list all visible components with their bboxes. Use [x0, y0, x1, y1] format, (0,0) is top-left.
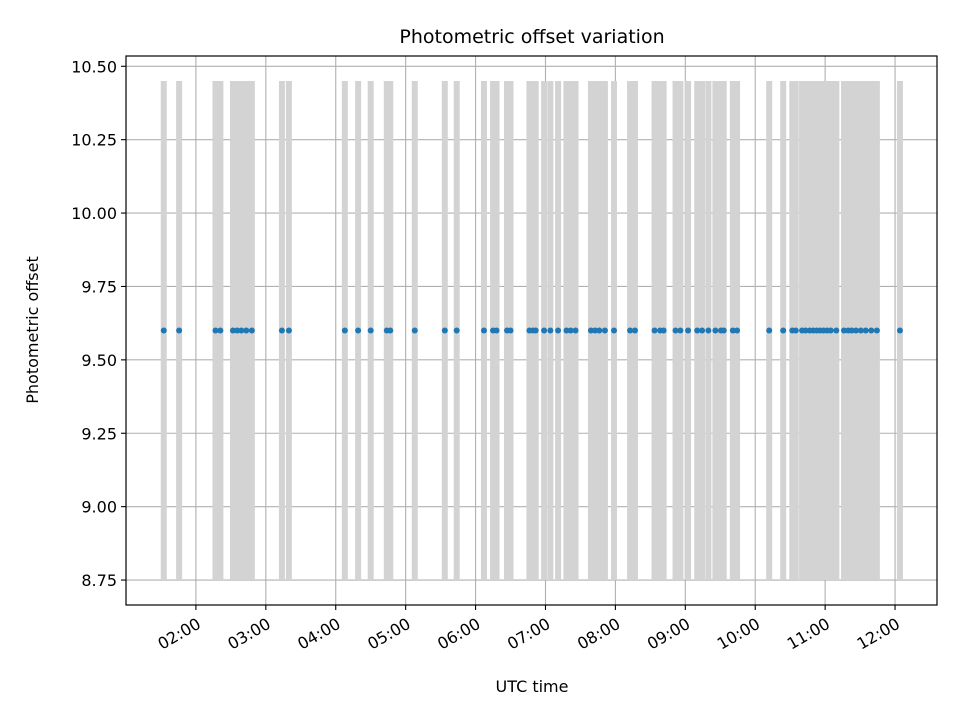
data-point-43	[672, 327, 679, 334]
y-tick-label-7: 10.50	[71, 57, 117, 76]
data-point-15	[387, 327, 394, 334]
data-point-59	[802, 327, 809, 334]
data-point-70	[848, 327, 855, 334]
data-point-29	[555, 327, 562, 334]
data-point-74	[868, 327, 875, 334]
data-point-7	[243, 327, 250, 334]
data-point-52	[729, 327, 736, 334]
data-point-21	[493, 327, 500, 334]
data-point-18	[453, 327, 460, 334]
data-point-68	[841, 327, 848, 334]
data-point-37	[610, 327, 617, 334]
y-tick-label-6: 10.25	[71, 131, 117, 150]
data-point-32	[572, 327, 579, 334]
data-point-5	[234, 327, 241, 334]
data-point-28	[547, 327, 554, 334]
y-tick-label-1: 9.00	[81, 498, 117, 517]
data-point-12	[355, 327, 362, 334]
data-point-72	[857, 327, 864, 334]
data-point-75	[873, 327, 880, 334]
y-axis-label: Photometric offset	[23, 256, 42, 404]
data-point-55	[780, 327, 787, 334]
data-point-30	[563, 327, 570, 334]
data-point-3	[217, 327, 224, 334]
data-point-48	[705, 327, 712, 334]
data-point-53	[734, 327, 741, 334]
y-tick-label-2: 9.25	[81, 424, 117, 443]
data-point-2	[212, 327, 219, 334]
data-point-6	[238, 327, 245, 334]
data-point-0	[160, 327, 167, 334]
y-tick-label-4: 9.75	[81, 277, 117, 296]
data-point-71	[852, 327, 859, 334]
data-point-27	[541, 327, 548, 334]
data-point-23	[507, 327, 514, 334]
data-point-38	[627, 327, 634, 334]
data-point-8	[248, 327, 255, 334]
chart-title: Photometric offset variation	[399, 26, 664, 48]
data-point-66	[827, 327, 834, 334]
data-point-19	[480, 327, 487, 334]
data-point-13	[367, 327, 374, 334]
data-point-4	[229, 327, 236, 334]
data-point-47	[699, 327, 706, 334]
data-point-33	[587, 327, 594, 334]
data-point-73	[862, 327, 869, 334]
data-point-76	[896, 327, 903, 334]
data-point-67	[833, 327, 840, 334]
data-point-11	[341, 327, 348, 334]
data-point-17	[441, 327, 448, 334]
y-tick-label-3: 9.50	[81, 351, 117, 370]
y-axis-ticks: 8.75 9.00 9.25 9.50 9.75 10.00 10.25 10.50	[71, 57, 126, 590]
data-point-36	[601, 327, 608, 334]
plot-area-frame	[125, 55, 938, 606]
data-points	[160, 327, 903, 334]
data-point-54	[766, 327, 773, 334]
data-point-16	[411, 327, 418, 334]
data-point-49	[712, 327, 719, 334]
data-point-46	[694, 327, 701, 334]
data-point-51	[720, 327, 727, 334]
y-tick-label-5: 10.00	[71, 204, 117, 223]
data-point-35	[596, 327, 603, 334]
data-point-10	[285, 327, 292, 334]
data-point-1	[176, 327, 183, 334]
data-point-44	[677, 327, 684, 334]
data-point-57	[792, 327, 799, 334]
y-tick-label-0: 8.75	[81, 571, 117, 590]
data-point-34	[592, 327, 599, 334]
data-point-39	[631, 327, 638, 334]
x-axis-label: UTC time	[496, 677, 569, 696]
data-point-40	[651, 327, 658, 334]
data-point-45	[685, 327, 692, 334]
data-point-9	[278, 327, 285, 334]
data-point-26	[532, 327, 539, 334]
data-point-31	[567, 327, 574, 334]
data-point-42	[660, 327, 667, 334]
